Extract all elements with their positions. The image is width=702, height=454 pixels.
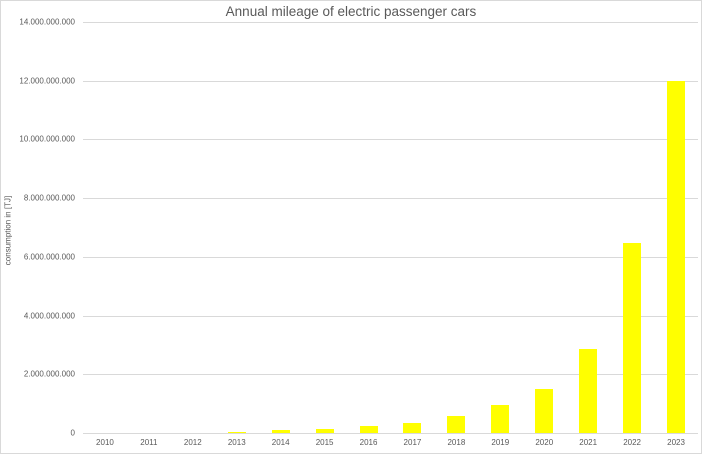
gridline [83, 315, 698, 317]
gridline [83, 374, 698, 376]
bar-2019 [491, 405, 510, 433]
x-tick-label: 2017 [403, 438, 422, 447]
bar-2016 [359, 425, 378, 433]
x-tick-label: 2021 [579, 438, 598, 447]
bar-2022 [623, 243, 642, 433]
y-tick-label: 2.000.000.000 [23, 369, 75, 379]
bar-2020 [535, 388, 554, 433]
plot-area: 0 2.000.000.000 4.000.000.000 6.000.000.000… [19, 18, 698, 447]
x-tick-label: 2019 [491, 438, 510, 447]
y-tick-label: 6.000.000.000 [23, 252, 75, 262]
x-tick-label: 2014 [271, 438, 290, 447]
y-tick-label: 14.000.000.000 [19, 17, 75, 27]
chart-title: Annual mileage of electric passenger car… [225, 4, 477, 19]
bar-2013 [227, 431, 246, 433]
x-tick-label: 2018 [447, 438, 466, 447]
x-tick-label: 2015 [315, 438, 334, 447]
bar-2017 [403, 423, 422, 433]
gridline [83, 198, 698, 200]
x-tick-label: 2023 [667, 438, 685, 447]
x-tick-label: 2012 [183, 438, 202, 447]
bar-2021 [579, 349, 598, 433]
gridline [83, 80, 698, 82]
y-tick-label: 12.000.000.000 [19, 76, 75, 86]
y-tick-label: 8.000.000.000 [23, 193, 75, 203]
x-tick-label: 2010 [96, 438, 114, 447]
gridline [83, 22, 698, 23]
x-tick-label: 2013 [227, 438, 246, 447]
gridline [83, 256, 698, 258]
x-tick-label: 2011 [140, 438, 158, 447]
x-tick-label: 2016 [359, 438, 378, 447]
y-tick-label: 0 [70, 428, 75, 438]
x-tick-label: 2020 [535, 438, 554, 447]
y-tick-label: 10.000.000.000 [19, 134, 75, 144]
gridline [83, 139, 698, 141]
y-tick-label: 4.000.000.000 [23, 311, 75, 321]
bar-2014 [271, 430, 290, 433]
bar-2018 [447, 415, 466, 433]
bar-2023 [667, 80, 686, 433]
gridline [83, 433, 698, 434]
x-tick-label: 2022 [623, 438, 641, 447]
bar-2015 [315, 428, 334, 433]
